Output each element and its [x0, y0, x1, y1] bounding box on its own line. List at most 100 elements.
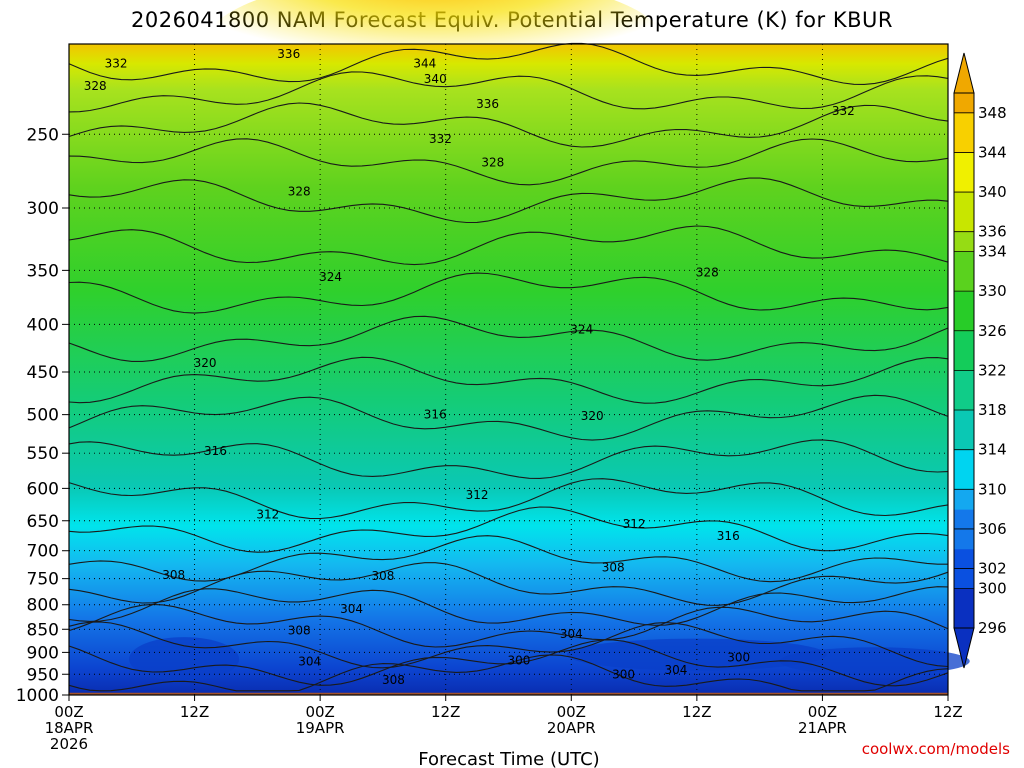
contour-line-13 [68, 535, 948, 583]
contour-label-22: 308 [371, 569, 394, 583]
colorbar-band-13 [954, 350, 974, 371]
contour-line-8 [68, 356, 949, 404]
y-tick-label-5: 500 [27, 406, 59, 426]
colorbar-band-11 [954, 390, 974, 411]
colorbar-label-4: 310 [978, 480, 1007, 498]
contour-label-24: 304 [340, 602, 363, 616]
ground-surface [69, 692, 948, 695]
colorbar-label-0: 296 [978, 619, 1007, 637]
contour-label-8: 328 [481, 155, 504, 169]
y-tick-label-2: 350 [27, 261, 59, 281]
contour-label-17: 312 [466, 488, 489, 502]
colorbar-label-2: 302 [978, 560, 1007, 578]
contour-line-5 [68, 225, 949, 266]
colorbar-label-13: 344 [978, 143, 1007, 161]
contour-label-27: 300 [508, 653, 531, 667]
y-tick-label-7: 600 [27, 479, 59, 499]
colorbar-band-0 [954, 608, 974, 629]
contour-label-9: 328 [288, 184, 311, 198]
colorbar-band-12 [954, 370, 974, 391]
contour-line-3 [68, 138, 949, 186]
y-tick-label-4: 450 [27, 363, 59, 383]
contour-label-21: 308 [162, 568, 185, 582]
colorbar-band-3 [954, 548, 974, 570]
y-tick-label-3: 400 [27, 315, 59, 335]
colorbar-label-11: 336 [978, 223, 1007, 241]
x-tick-label-3: 12Z [431, 703, 460, 721]
contour-label-26: 304 [560, 627, 583, 641]
colorbar-band-10 [954, 410, 974, 431]
contour-label-12: 324 [570, 322, 593, 336]
contour-line-14 [68, 562, 949, 606]
field-background [69, 44, 948, 695]
colorbar-band-8 [954, 449, 974, 470]
y-tick-label-13: 900 [27, 643, 59, 663]
colorbar-band-19 [954, 231, 974, 253]
x-tick-label-4: 00Z 20APR [547, 703, 596, 737]
contour-label-18: 312 [256, 507, 279, 521]
contour-label-23: 308 [602, 561, 625, 575]
colorbar-label-5: 314 [978, 441, 1007, 459]
y-tick-label-10: 750 [27, 570, 59, 590]
contour-label-28: 304 [298, 654, 321, 668]
colorbar-top-arrow [953, 52, 975, 94]
colorbar-band-5 [954, 509, 974, 530]
y-tick-label-14: 950 [27, 665, 59, 685]
y-tick-label-11: 800 [27, 596, 59, 616]
colorbar-band-21 [954, 192, 974, 213]
contour-line-4 [68, 177, 949, 224]
contour-label-5: 336 [476, 97, 499, 111]
contour-label-15: 320 [581, 409, 604, 423]
x-tick-label-5: 12Z [682, 703, 711, 721]
colorbar-label-1: 300 [978, 579, 1007, 597]
colorbar-band-17 [954, 271, 974, 292]
colorbar-band-9 [954, 429, 974, 451]
colorbar-label-6: 318 [978, 401, 1007, 419]
contour-line-9 [68, 394, 949, 441]
contour-line-0 [68, 42, 949, 85]
colorbar-band-6 [954, 489, 974, 510]
contour-line-12 [68, 506, 949, 553]
contour-line-11 [68, 478, 949, 520]
contour-label-3: 340 [424, 72, 447, 86]
contour-label-19: 316 [717, 529, 740, 543]
x-tick-label-0: 00Z 18APR 2026 [45, 703, 94, 753]
contour-label-6: 332 [832, 104, 855, 118]
colorbar-band-4 [954, 528, 974, 550]
contour-line-10 [68, 439, 949, 479]
y-tick-label-8: 650 [27, 512, 59, 532]
y-tick-label-1: 300 [27, 199, 59, 219]
colorbar-band-22 [954, 172, 974, 193]
contour-label-11: 324 [319, 270, 342, 284]
y-tick-label-15: 1000 [16, 686, 59, 706]
contour-label-13: 320 [194, 356, 217, 370]
x-axis-label: Forecast Time (UTC) [418, 749, 599, 768]
contour-label-1: 332 [105, 57, 128, 71]
contour-label-4: 328 [84, 79, 107, 93]
cold-pool-2 [779, 647, 970, 676]
y-tick-label-0: 250 [27, 125, 59, 145]
x-tick-label-1: 12Z [180, 703, 209, 721]
contour-line-15 [68, 586, 949, 626]
contour-label-20: 312 [623, 517, 646, 531]
contour-line-6 [68, 272, 949, 314]
colorbar-band-1 [954, 588, 974, 609]
colorbar-band-18 [954, 251, 974, 272]
contour-line-17 [68, 621, 949, 669]
colorbar-band-24 [954, 132, 974, 153]
credit-text: coolwx.com/models [861, 740, 1010, 758]
colorbar-band-16 [954, 291, 974, 312]
contour-line-7 [68, 315, 949, 362]
contour-line-2 [68, 102, 949, 148]
x-tick-label-2: 00Z 19APR [296, 703, 345, 737]
plot-frame [68, 43, 949, 696]
contour-line-19 [68, 654, 949, 692]
x-tick-label-7: 12Z [933, 703, 962, 721]
colorbar-band-7 [954, 469, 974, 490]
y-tick-label-6: 550 [27, 444, 59, 464]
contour-label-2: 344 [413, 57, 436, 71]
colorbar-band-14 [954, 330, 974, 352]
colorbar-label-14: 348 [978, 104, 1007, 122]
contour-label-25: 308 [288, 624, 311, 638]
